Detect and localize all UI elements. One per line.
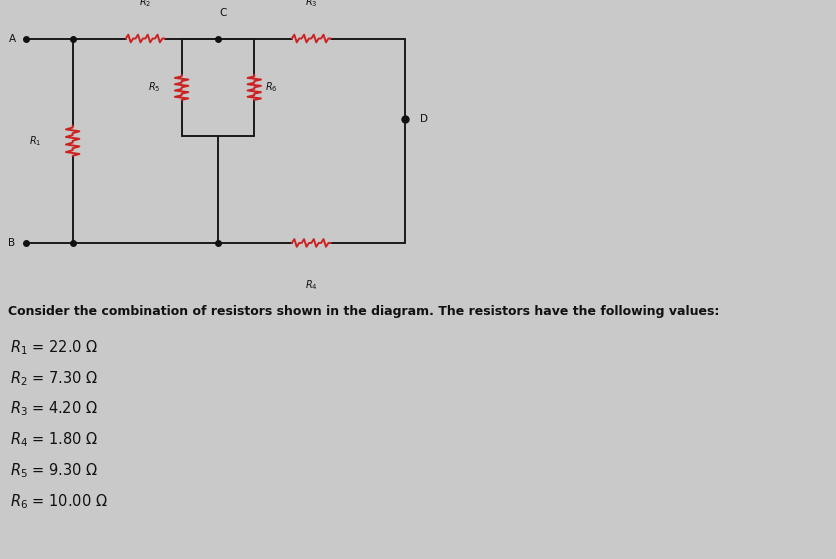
Text: $R_6$: $R_6$: [264, 80, 277, 94]
Text: $R_{3}$ = 4.20 Ω: $R_{3}$ = 4.20 Ω: [10, 400, 98, 418]
Text: $R_{4}$ = 1.80 Ω: $R_{4}$ = 1.80 Ω: [10, 430, 98, 449]
Text: $R_4$: $R_4$: [304, 278, 318, 292]
Text: $R_2$: $R_2$: [139, 0, 151, 9]
Text: $R_5$: $R_5$: [148, 80, 161, 94]
Text: $R_{6}$ = 10.00 Ω: $R_{6}$ = 10.00 Ω: [10, 492, 108, 510]
Text: Consider the combination of resistors shown in the diagram. The resistors have t: Consider the combination of resistors sh…: [8, 305, 719, 318]
Text: $R_3$: $R_3$: [305, 0, 317, 9]
Text: $R_{5}$ = 9.30 Ω: $R_{5}$ = 9.30 Ω: [10, 461, 99, 480]
Text: A: A: [8, 34, 16, 44]
Text: D: D: [420, 113, 428, 124]
Text: C: C: [219, 8, 227, 18]
Text: $R_{2}$ = 7.30 Ω: $R_{2}$ = 7.30 Ω: [10, 369, 99, 387]
Text: B: B: [8, 238, 16, 248]
Text: $R_{1}$ = 22.0 Ω: $R_{1}$ = 22.0 Ω: [10, 338, 99, 357]
Text: $R_1$: $R_1$: [29, 134, 42, 148]
